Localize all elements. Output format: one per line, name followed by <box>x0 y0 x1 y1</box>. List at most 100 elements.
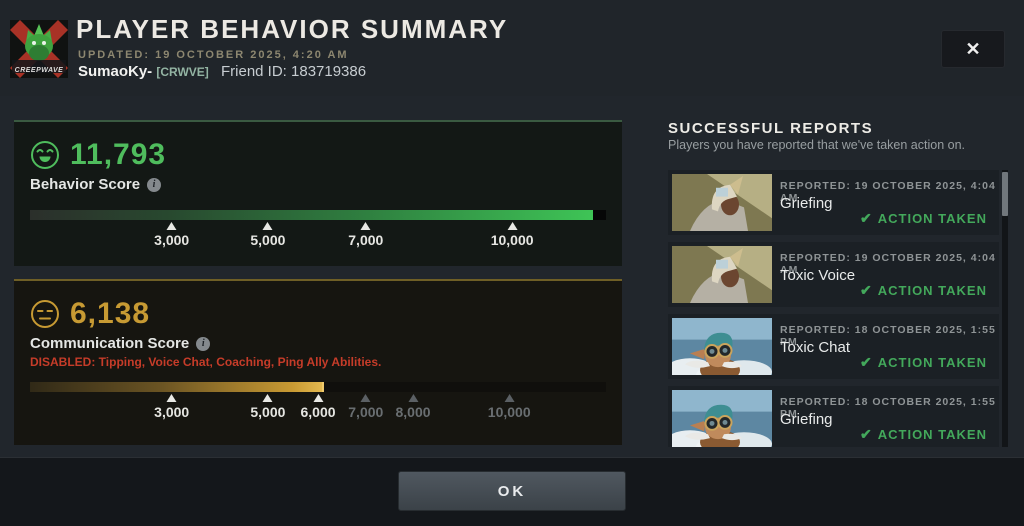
tick-triangle-icon <box>504 394 515 402</box>
communication-score-card: 6,138 Communication Score i DISABLED: Ti… <box>14 279 622 445</box>
hero-portrait <box>672 318 772 375</box>
slider-tick: 3,000 <box>154 222 189 248</box>
report-card: REPORTED: 19 OCTOBER 2025, 4:04 AM Toxic… <box>668 242 999 307</box>
chen-portrait-art <box>672 174 772 231</box>
behavior-score-slider <box>30 210 606 220</box>
slider-tick: 7,000 <box>348 394 383 420</box>
avatar-text: CREEPWAVE <box>14 67 64 74</box>
tick-label: 7,000 <box>348 232 384 248</box>
page-title: PLAYER BEHAVIOR SUMMARY <box>76 14 509 44</box>
report-card: REPORTED: 18 OCTOBER 2025, 1:55 PM Grief… <box>668 386 999 447</box>
hero-portrait <box>672 174 772 231</box>
behavior-score-label-row: Behavior Score i <box>30 176 622 193</box>
action-taken-label: ACTION TAKEN <box>877 427 987 442</box>
slider-tick: 5,000 <box>250 222 285 248</box>
hero-portrait <box>672 246 772 303</box>
check-icon: ✔ <box>860 354 873 370</box>
report-date: REPORTED: 19 OCTOBER 2025, 4:04 AM <box>780 180 996 204</box>
info-icon[interactable]: i <box>147 177 162 192</box>
slider-tick: 3,000 <box>154 394 189 420</box>
slider-tick: 6,000 <box>300 394 336 420</box>
report-type: Griefing <box>780 411 833 428</box>
close-icon: ✕ <box>965 38 981 59</box>
tick-triangle-icon <box>360 394 371 402</box>
avatar: CREEPWAVE <box>10 20 68 78</box>
report-date: REPORTED: 18 OCTOBER 2025, 1:55 PM <box>780 396 996 420</box>
gyrocopter-portrait-art <box>672 390 772 447</box>
communication-slider-fill <box>30 382 324 392</box>
player-identity: SumaoKy- [CRWVE] Friend ID: 183719386 <box>78 63 366 80</box>
behavior-slider-ticks: 3,000 5,000 7,000 10,000 <box>30 222 606 258</box>
tick-label: 3,000 <box>154 404 190 420</box>
gyrocopter-portrait-art <box>672 318 772 375</box>
communication-disabled-notice: DISABLED: Tipping, Voice Chat, Coaching,… <box>30 355 382 369</box>
tick-label: 10,000 <box>490 232 534 248</box>
tick-triangle-icon <box>262 222 273 230</box>
action-taken-label: ACTION TAKEN <box>877 283 987 298</box>
player-name: SumaoKy- <box>78 63 153 80</box>
report-type: Toxic Chat <box>780 339 851 356</box>
action-taken-badge: ✔ ACTION TAKEN <box>860 354 987 371</box>
updated-timestamp: UPDATED: 19 OCTOBER 2025, 4:20 AM <box>78 49 349 61</box>
communication-score-label: Communication Score <box>30 335 190 352</box>
check-icon: ✔ <box>860 282 873 298</box>
action-taken-badge: ✔ ACTION TAKEN <box>860 426 987 443</box>
dialog-footer: OK <box>0 457 1024 526</box>
tick-triangle-icon <box>507 222 518 230</box>
behavior-score-label: Behavior Score <box>30 176 141 193</box>
tick-label: 7,000 <box>348 404 384 420</box>
check-icon: ✔ <box>860 426 873 442</box>
report-list-scrollbar[interactable] <box>1002 170 1008 447</box>
action-taken-badge: ✔ ACTION TAKEN <box>860 282 987 299</box>
reports-subtitle: Players you have reported that we've tak… <box>668 138 966 152</box>
slider-tick: 8,000 <box>396 394 431 420</box>
hero-portrait <box>672 390 772 447</box>
action-taken-label: ACTION TAKEN <box>877 211 987 226</box>
communication-score-slider <box>30 382 606 392</box>
check-icon: ✔ <box>860 210 873 226</box>
dialog-header: CREEPWAVE PLAYER BEHAVIOR SUMMARY UPDATE… <box>0 0 1024 96</box>
communication-score-row: 6,138 <box>30 297 622 331</box>
tick-triangle-icon <box>166 394 177 402</box>
tick-triangle-icon <box>166 222 177 230</box>
tick-triangle-icon <box>408 394 419 402</box>
tick-label: 6,000 <box>300 404 336 420</box>
slider-tick: 5,000 <box>250 394 285 420</box>
action-taken-badge: ✔ ACTION TAKEN <box>860 210 987 227</box>
tick-triangle-icon <box>360 222 371 230</box>
chen-portrait-art <box>672 246 772 303</box>
action-taken-label: ACTION TAKEN <box>877 355 987 370</box>
report-date: REPORTED: 18 OCTOBER 2025, 1:55 PM <box>780 324 996 348</box>
tick-triangle-icon <box>312 394 323 402</box>
slider-tick: 10,000 <box>491 222 534 248</box>
tick-label: 5,000 <box>250 232 286 248</box>
behavior-score-value: 11,793 <box>70 138 167 171</box>
behavior-score-card: 11,793 Behavior Score i 3,000 5,000 7,000 1… <box>14 120 622 266</box>
friend-id: Friend ID: 183719386 <box>220 63 367 80</box>
tick-label: 10,000 <box>487 404 531 420</box>
report-card: REPORTED: 19 OCTOBER 2025, 4:04 AM Grief… <box>668 170 999 235</box>
report-card: REPORTED: 18 OCTOBER 2025, 1:55 PM Toxic… <box>668 314 999 379</box>
ok-button[interactable]: OK <box>398 471 626 511</box>
tick-label: 3,000 <box>154 232 190 248</box>
slider-tick: 7,000 <box>348 222 383 248</box>
report-type: Griefing <box>780 195 833 212</box>
tick-label: 8,000 <box>395 404 431 420</box>
tick-triangle-icon <box>262 394 273 402</box>
happy-face-icon <box>31 141 59 169</box>
tick-label: 5,000 <box>250 404 286 420</box>
neutral-face-icon <box>31 300 59 328</box>
report-type: Toxic Voice <box>780 267 856 284</box>
behavior-slider-fill <box>30 210 594 220</box>
communication-score-label-row: Communication Score i <box>30 335 622 352</box>
close-button[interactable]: ✕ <box>941 30 1005 68</box>
scrollbar-thumb[interactable] <box>1002 172 1008 216</box>
reports-title: SUCCESSFUL REPORTS <box>668 120 874 137</box>
communication-slider-ticks: 3,000 5,000 6,000 7,000 8,000 10,000 <box>30 394 606 430</box>
slider-tick: 10,000 <box>488 394 531 420</box>
info-icon[interactable]: i <box>196 336 211 351</box>
behavior-score-row: 11,793 <box>30 138 622 172</box>
guild-tag: [CRWVE] <box>156 65 209 79</box>
report-date: REPORTED: 19 OCTOBER 2025, 4:04 AM <box>780 252 996 276</box>
